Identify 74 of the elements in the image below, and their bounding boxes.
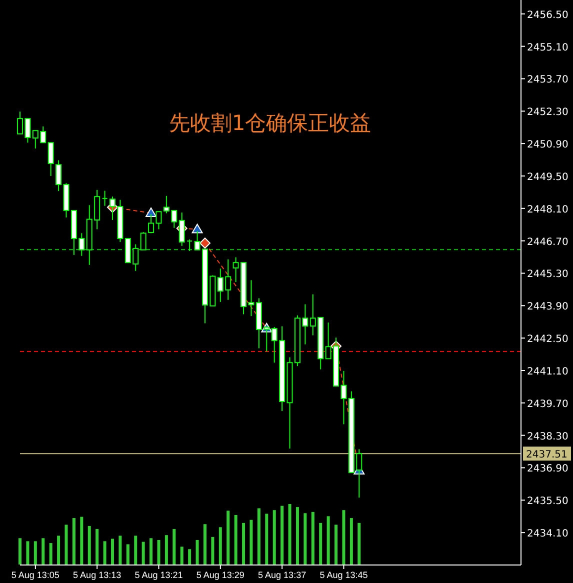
ref-line-label: 2437.51	[526, 450, 568, 461]
y-tick-label: 2450.90	[527, 140, 568, 151]
bar	[103, 541, 106, 564]
bar	[110, 538, 114, 564]
y-tick-label: 2434.10	[527, 528, 568, 540]
bar	[342, 510, 346, 564]
bar	[18, 538, 22, 564]
bar	[280, 506, 284, 564]
bar	[80, 516, 84, 564]
x-tick-label: 5 Aug 13:13	[73, 570, 122, 580]
candlestick	[102, 190, 108, 206]
bar	[26, 541, 30, 564]
bar	[257, 508, 260, 564]
bar	[42, 538, 45, 564]
bar	[142, 542, 145, 564]
bar	[150, 538, 153, 564]
y-tick-label: 2446.70	[527, 236, 568, 248]
bar	[49, 543, 52, 564]
bar	[203, 524, 206, 564]
x-tick-label: 5 Aug 13:21	[134, 570, 183, 580]
y-tick-label: 2445.30	[527, 269, 568, 280]
bar	[88, 526, 91, 564]
y-tick-label: 2453.70	[527, 74, 568, 86]
y-tick-label: 2455.10	[527, 42, 568, 54]
x-tick-label: 5 Aug 13:45	[320, 570, 368, 580]
y-tick-label: 2435.50	[527, 496, 568, 508]
bar	[34, 541, 37, 564]
bar	[118, 536, 122, 564]
bar	[311, 512, 314, 564]
bar	[272, 510, 276, 564]
bar	[242, 522, 246, 564]
y-tick-label: 2448.10	[527, 204, 568, 216]
bar	[157, 540, 160, 564]
y-tick-label: 2442.50	[527, 334, 568, 346]
y-tick-label: 2443.90	[527, 302, 568, 313]
bar	[250, 520, 253, 564]
x-tick-label: 5 Aug 13:05	[11, 570, 60, 580]
bar	[304, 513, 307, 564]
bar	[57, 536, 60, 564]
candlestick	[48, 142, 54, 176]
bar	[226, 510, 230, 564]
bar	[288, 504, 292, 564]
y-tick-label: 2456.50	[527, 10, 568, 21]
bar	[172, 529, 176, 564]
y-tick-label: 2439.70	[527, 398, 568, 410]
bar	[218, 527, 222, 564]
bar	[326, 516, 330, 564]
y-tick-label: 2438.30	[527, 431, 568, 442]
bar	[134, 536, 138, 564]
bar	[350, 518, 353, 564]
bar	[234, 514, 238, 564]
bar	[188, 549, 192, 564]
x-tick-label: 5 Aug 13:29	[196, 570, 244, 580]
bar	[211, 536, 214, 564]
bar	[164, 535, 168, 564]
bar	[196, 540, 199, 564]
y-tick-label: 2452.30	[527, 107, 568, 118]
bar	[96, 529, 99, 564]
bar	[319, 522, 322, 564]
bar	[358, 522, 361, 564]
y-tick-label: 2449.50	[527, 172, 568, 183]
bar	[72, 518, 76, 564]
bar	[180, 546, 184, 564]
annotation: 先收割1仓确保正收益	[168, 111, 372, 135]
bar	[296, 507, 299, 564]
y-tick-label: 2441.10	[527, 366, 568, 378]
bar	[334, 524, 338, 564]
x-tick-label: 5 Aug 13:37	[258, 570, 306, 580]
candlestick	[186, 238, 193, 252]
bar	[265, 514, 268, 564]
y-tick-label: 2436.90	[527, 464, 568, 475]
candlestick	[178, 212, 185, 246]
bar	[64, 524, 68, 564]
bar	[126, 544, 130, 564]
